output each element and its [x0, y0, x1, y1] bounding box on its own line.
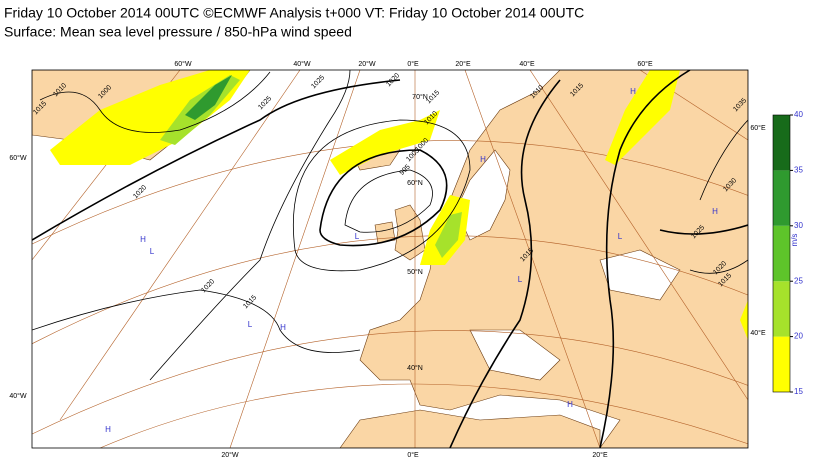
pressure-center: H: [567, 400, 573, 409]
colorbar: 15 20 25 30 35 40: [772, 110, 803, 396]
colorbar-band: [773, 336, 790, 392]
colorbar-frame: [772, 114, 791, 393]
graticule-label: 20°E: [455, 60, 471, 68]
graticule-label: 40°W: [9, 392, 27, 400]
graticule-label: 0°E: [407, 60, 419, 68]
colorbar-tick-label: 40: [794, 110, 803, 119]
pressure-center: L: [355, 232, 360, 241]
colorbar-band: [773, 225, 790, 282]
colorbar-band: [773, 281, 790, 337]
colorbar-band: [773, 170, 790, 226]
colorbar-tick-label: 35: [794, 166, 803, 175]
pressure-center: H: [480, 155, 486, 164]
graticule-label: 40°W: [293, 60, 311, 68]
pressure-center: H: [630, 87, 636, 96]
title: Friday 10 October 2014 00UTC ©ECMWF Anal…: [4, 5, 584, 21]
map-frame: [31, 69, 749, 449]
pressure-center: L: [518, 275, 523, 284]
graticule-label: 40°N: [407, 364, 423, 372]
graticule-label: 50°N: [407, 268, 423, 276]
colorbar-band: [773, 115, 790, 171]
pressure-center: L: [618, 232, 623, 241]
graticule-label: 60°W: [174, 60, 192, 68]
graticule-label: 60°N: [407, 179, 423, 187]
graticule-label: 0°E: [407, 451, 419, 459]
map: [32, 70, 748, 448]
colorbar-tick-label: 20: [794, 332, 803, 341]
graticule-label: 40°E: [519, 60, 535, 68]
isobars: [32, 70, 748, 448]
colorbar-tick-label: 15: [794, 387, 803, 396]
graticule-label: 20°W: [221, 451, 239, 459]
pressure-center: H: [712, 207, 718, 216]
graticule-label: 70°N: [412, 93, 428, 101]
subtitle: Surface: Mean sea level pressure / 850-h…: [4, 24, 352, 40]
colorbar-tick-label: 30: [794, 221, 803, 230]
graticule-label: 60°E: [750, 124, 766, 132]
graticule-label: 60°W: [9, 154, 27, 162]
pressure-center: L: [248, 320, 253, 329]
colorbar-tick-label: 25: [794, 276, 803, 285]
pressure-center: H: [105, 425, 111, 434]
graticule-label: 60°E: [637, 60, 653, 68]
pressure-center: H: [140, 235, 146, 244]
colorbar-unit: m/s: [790, 234, 799, 247]
graticule-label: 20°E: [592, 451, 608, 459]
graticule-label: 20°W: [358, 60, 376, 68]
pressure-center: L: [150, 247, 155, 256]
wind-speed-areas-30: [185, 75, 232, 120]
pressure-center: H: [280, 323, 286, 332]
graticule-label: 40°E: [750, 329, 766, 337]
